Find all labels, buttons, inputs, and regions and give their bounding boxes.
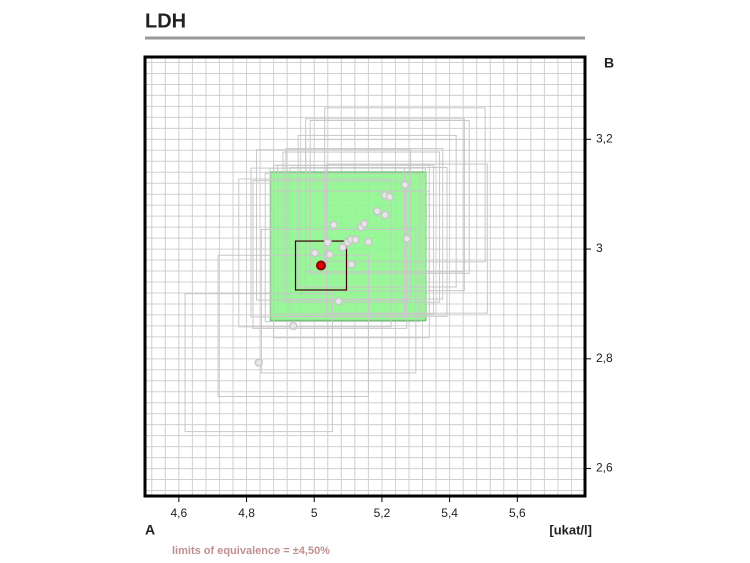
x-axis-label: A [145,522,155,538]
point [402,234,412,243]
equivalence-box [305,118,465,273]
point [329,220,338,230]
point [323,238,333,247]
point [400,180,410,190]
point [310,248,320,258]
equivalence-note: limits of equivalence = ±4,50% [172,545,330,557]
x-tick-label: 4,8 [238,506,255,520]
equivalence-box [184,293,333,433]
point [254,358,263,367]
equivalence-box [289,167,448,317]
equivalence-box [238,178,392,328]
equivalence-box [277,164,435,315]
point [385,192,394,202]
plot-area [145,57,585,496]
chart-title: LDH [145,10,186,32]
point [364,237,373,247]
point [325,250,335,259]
point [360,219,369,229]
point [351,235,360,244]
equivalence-box [273,190,430,339]
equivalence-box [297,134,457,288]
equivalence-box [324,107,486,263]
y-tick-label: 2,6 [596,461,613,475]
highlight-box [294,240,348,291]
x-tick-label: 5,6 [509,506,526,520]
point [347,260,356,269]
y-tick-label: 3,2 [596,131,613,145]
equivalence-box [309,120,470,274]
y-axis-label: B [604,55,614,71]
y-tick-label: 3 [596,241,603,255]
equivalence-box [282,151,441,303]
equivalence-box [217,254,369,398]
equivalence-box [256,149,412,301]
point [380,210,390,220]
plot-frame [143,55,587,498]
point [338,243,347,252]
x-tick-label: 5,2 [374,506,391,520]
equivalence-box [285,148,444,300]
x-tick-label: 5,4 [441,506,458,520]
point [372,206,382,216]
equivalence-box [252,180,408,329]
x-tick-label: 5 [311,506,318,520]
equivalence-box [264,172,421,323]
point [334,296,343,306]
unit-label: [ukat/l] [549,522,592,537]
y-tick-label: 2,8 [596,351,613,365]
x-tick-label: 4,6 [171,506,188,520]
highlight-point [316,260,326,271]
equivalence-box [260,228,417,374]
equivalence-box [269,167,426,318]
point [288,321,298,331]
